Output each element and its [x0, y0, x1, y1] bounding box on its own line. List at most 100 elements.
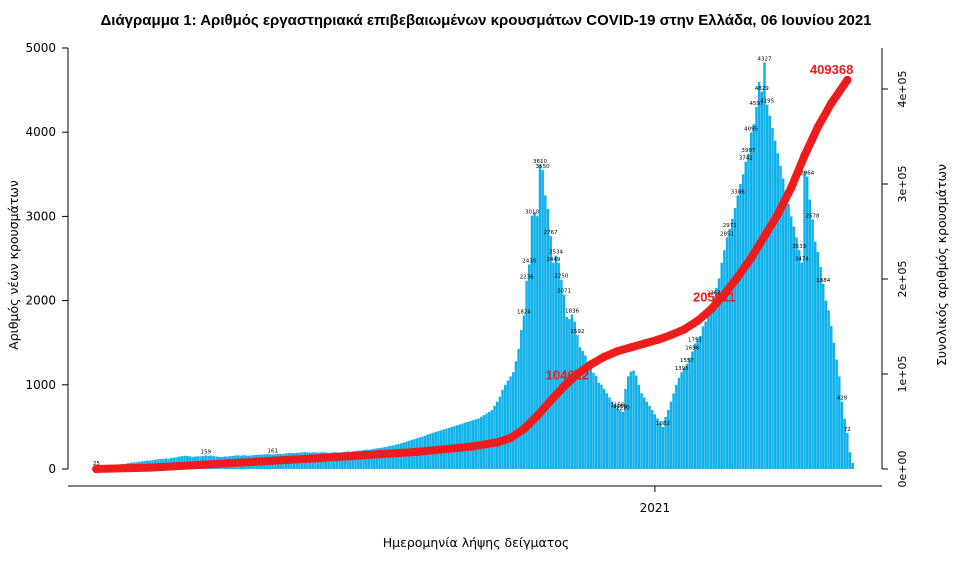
bar-data-label: 1169: [613, 404, 627, 410]
bar: [797, 250, 801, 469]
bar: [773, 140, 777, 469]
bar: [517, 349, 520, 469]
bar: [525, 280, 528, 469]
bar-data-label: 3742: [739, 156, 753, 162]
bar-data-label: 25: [93, 461, 100, 467]
bar-data-label: 2071: [557, 289, 571, 295]
cumulative-point: [786, 183, 796, 192]
y2-axis-title: Συνολικός αριθμός κρουσμάτων: [934, 164, 949, 366]
left-tick-label: 5000: [25, 41, 56, 55]
bar: [739, 183, 742, 469]
bar: [672, 393, 675, 469]
bar: [656, 418, 659, 469]
bar: [747, 153, 750, 470]
bar: [736, 195, 739, 469]
cumulative-point: [546, 396, 555, 405]
bar: [357, 450, 360, 469]
bar: [541, 170, 544, 469]
bar: [354, 450, 357, 469]
bar: [832, 342, 836, 469]
bar: [709, 304, 713, 469]
bar-data-label: 1557: [680, 358, 694, 364]
bar: [509, 376, 512, 469]
bar: [789, 216, 793, 469]
bar: [589, 367, 592, 469]
bar: [498, 396, 502, 469]
bar: [669, 401, 673, 469]
bar: [370, 449, 373, 469]
cumulative-point: [693, 316, 702, 325]
bar: [383, 447, 387, 469]
bar-data-label: 3610: [533, 159, 547, 165]
bar-data-label: 1824: [517, 309, 531, 315]
bar-data-label: 2964: [800, 170, 814, 176]
bar-data-label: 4597: [749, 101, 763, 107]
bar: [544, 195, 547, 469]
bar: [781, 178, 785, 469]
bar: [514, 361, 518, 469]
y-axis-title: Αριθμός νέων κρουσμάτων: [6, 180, 21, 350]
cumulative-point: [493, 438, 502, 447]
bar: [659, 422, 662, 469]
bar-data-label: 2534: [549, 250, 563, 256]
cumulative-point: [573, 369, 582, 379]
bar: [528, 264, 531, 469]
left-tick-label: 2000: [25, 294, 56, 308]
bar: [348, 451, 352, 469]
bar: [784, 191, 788, 469]
bar: [680, 372, 683, 469]
bar: [733, 207, 737, 470]
cumulative-data-label: 409368: [810, 62, 853, 77]
bar: [594, 375, 598, 469]
bar-data-label: 1696: [685, 346, 699, 352]
bar: [634, 375, 638, 469]
bar: [725, 237, 729, 469]
left-axis-ticks: 0 1000 2000 3000 4000 5000: [25, 41, 68, 476]
bar-data-label: 3010: [525, 210, 539, 216]
bar: [661, 426, 665, 469]
cumulative-point: [760, 232, 769, 241]
bar: [728, 228, 731, 469]
bar: [645, 401, 649, 469]
cumulative-point: [506, 433, 515, 443]
cumulative-point: [800, 151, 809, 160]
bar-data-label: 4327: [757, 56, 771, 62]
x-tick-label: 2021: [640, 501, 671, 515]
bar: [592, 372, 595, 469]
bar: [533, 212, 536, 469]
bar: [787, 203, 790, 469]
bar: [683, 367, 686, 469]
left-tick-label: 3000: [25, 209, 56, 223]
bar-data-label: 2971: [723, 223, 737, 229]
bar: [803, 171, 806, 469]
x-axis-title: Ημερομηνία λήψης δείγματος: [383, 535, 570, 550]
bar: [359, 450, 363, 469]
bar-data-label: 1751: [688, 338, 702, 344]
bar: [557, 262, 560, 469]
bar: [715, 287, 718, 469]
bar: [846, 432, 849, 469]
bar: [600, 384, 603, 469]
bar-data-label: 3474: [795, 257, 809, 263]
bar: [546, 208, 550, 469]
right-tick-label: 4e+05: [896, 71, 909, 108]
bar: [375, 448, 379, 469]
bar: [637, 384, 641, 469]
bar: [720, 262, 723, 469]
bar: [351, 451, 355, 469]
cumulative-point: [666, 330, 676, 340]
bar: [365, 449, 368, 469]
bar-data-label: 2578: [806, 213, 820, 219]
bar: [530, 215, 534, 469]
bar-data-label: 3386: [731, 189, 745, 195]
cumulative-point: [599, 352, 609, 362]
bar: [573, 321, 576, 469]
bar: [616, 408, 619, 469]
bar: [800, 262, 804, 469]
cumulative-point: [680, 325, 689, 334]
bar-data-label: 4195: [760, 99, 774, 105]
bar: [610, 401, 614, 469]
bar: [648, 405, 651, 469]
bar: [677, 377, 681, 469]
